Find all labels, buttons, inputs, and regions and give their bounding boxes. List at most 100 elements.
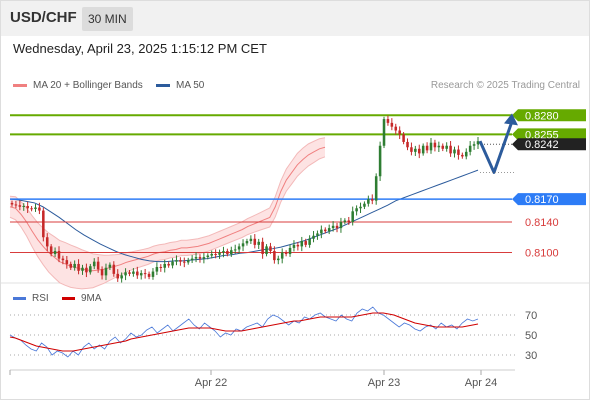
candle-body	[100, 269, 104, 276]
candle-body	[378, 145, 382, 177]
level-tag-0.8280	[512, 109, 586, 122]
candle-body	[421, 145, 425, 154]
candle-body	[269, 246, 272, 251]
candle-body	[398, 130, 401, 135]
level-label-0.8100: 0.8100	[525, 248, 559, 260]
candle-body	[159, 266, 163, 268]
candle-body	[335, 225, 339, 229]
candle-body	[194, 257, 198, 259]
candle-body	[312, 235, 315, 239]
candle-body	[230, 250, 233, 255]
candle-body	[92, 261, 96, 267]
candle-body	[476, 141, 480, 145]
candle-body	[18, 205, 22, 207]
x-tick-label: Apr 23	[368, 377, 400, 389]
candle-body	[155, 266, 159, 272]
candle-body	[425, 145, 429, 151]
candle-body	[73, 263, 76, 268]
candle-body	[445, 145, 448, 149]
candle-body	[183, 261, 186, 263]
candle-body	[296, 244, 300, 247]
candle-body	[10, 202, 14, 205]
candle-body	[132, 271, 135, 274]
level-label-0.8140: 0.8140	[525, 217, 559, 229]
candle-body	[81, 267, 84, 271]
rsi-tick-label: 70	[525, 310, 537, 322]
candle-body	[61, 258, 65, 261]
candle-body	[22, 205, 26, 207]
candle-body	[151, 271, 155, 277]
level-label-0.8170: 0.8170	[525, 194, 559, 206]
candle-body	[320, 229, 323, 234]
symbol-title: USD/CHF	[10, 9, 77, 26]
candle-body	[65, 260, 69, 264]
x-tick-label: Apr 22	[195, 377, 227, 389]
timeframe-button[interactable]: 30 MIN	[82, 7, 133, 31]
candle-body	[300, 241, 304, 247]
candle-body	[437, 145, 441, 148]
level-label-0.8280: 0.8280	[525, 110, 559, 122]
ma50-line	[9, 169, 479, 263]
candle-body	[331, 225, 335, 229]
candle-body	[237, 246, 241, 250]
candle-body	[304, 241, 307, 245]
candle-body	[406, 141, 409, 148]
rsi-9ma-line	[9, 312, 479, 352]
bollinger-band-fill	[10, 137, 325, 289]
legend-bollinger: MA 20 + Bollinger Bands	[13, 80, 143, 91]
candle-body	[179, 260, 182, 262]
candle-body	[245, 241, 249, 244]
candle-body	[370, 199, 374, 201]
candle-body	[261, 241, 264, 255]
candle-body	[249, 238, 253, 242]
candle-body	[34, 207, 37, 210]
candle-body	[136, 271, 139, 276]
last-price-label: 0.8242	[525, 139, 559, 151]
candle-body	[429, 142, 433, 151]
legend-bollinger-label: MA 20 + Bollinger Bands	[33, 80, 143, 91]
last-price-tag	[512, 138, 586, 151]
rsi-tick-label: 30	[525, 350, 537, 362]
candle-body	[53, 250, 57, 255]
candle-body	[210, 254, 213, 256]
rsi-tick-label: 50	[525, 330, 537, 342]
candle-body	[38, 207, 41, 211]
x-tick-label: Apr 24	[465, 377, 497, 389]
candle-body	[120, 275, 123, 279]
legend-rsi: RSI	[13, 293, 49, 304]
candle-body	[175, 260, 178, 262]
candle-body	[265, 246, 268, 255]
scenario-arrowhead	[504, 113, 518, 126]
candle-body	[202, 257, 206, 259]
legend-ma50-label: MA 50	[176, 80, 205, 91]
level-tag-0.8255	[512, 128, 586, 141]
candle-body	[124, 272, 127, 276]
credit-text: Research © 2025 Trading Central	[430, 80, 580, 91]
candle-body	[45, 237, 49, 247]
candle-body	[257, 241, 260, 245]
candle-body	[218, 252, 221, 255]
candle-body	[30, 208, 33, 210]
candle-body	[42, 210, 45, 238]
candle-body	[382, 119, 386, 146]
candle-body	[85, 267, 88, 273]
candle-body	[108, 264, 112, 268]
candle-body	[222, 250, 225, 253]
legend-9ma-label: 9MA	[81, 293, 102, 304]
candle-body	[468, 145, 472, 152]
rsi-line	[9, 306, 479, 358]
candle-body	[461, 154, 464, 157]
candle-body	[308, 238, 311, 245]
candle-body	[386, 119, 390, 123]
candle-body	[206, 255, 210, 258]
candle-body	[89, 266, 92, 273]
legend-ma50-swatch	[156, 83, 170, 87]
candle-body	[327, 228, 331, 232]
candle-body	[441, 145, 445, 149]
candle-body	[280, 252, 284, 259]
chart-datetime: Wednesday, April 23, 2025 1:15:12 PM CET	[13, 41, 267, 56]
candle-body	[414, 148, 417, 152]
level-tag-0.8170	[512, 193, 586, 206]
legend-bollinger-swatch	[13, 83, 27, 87]
